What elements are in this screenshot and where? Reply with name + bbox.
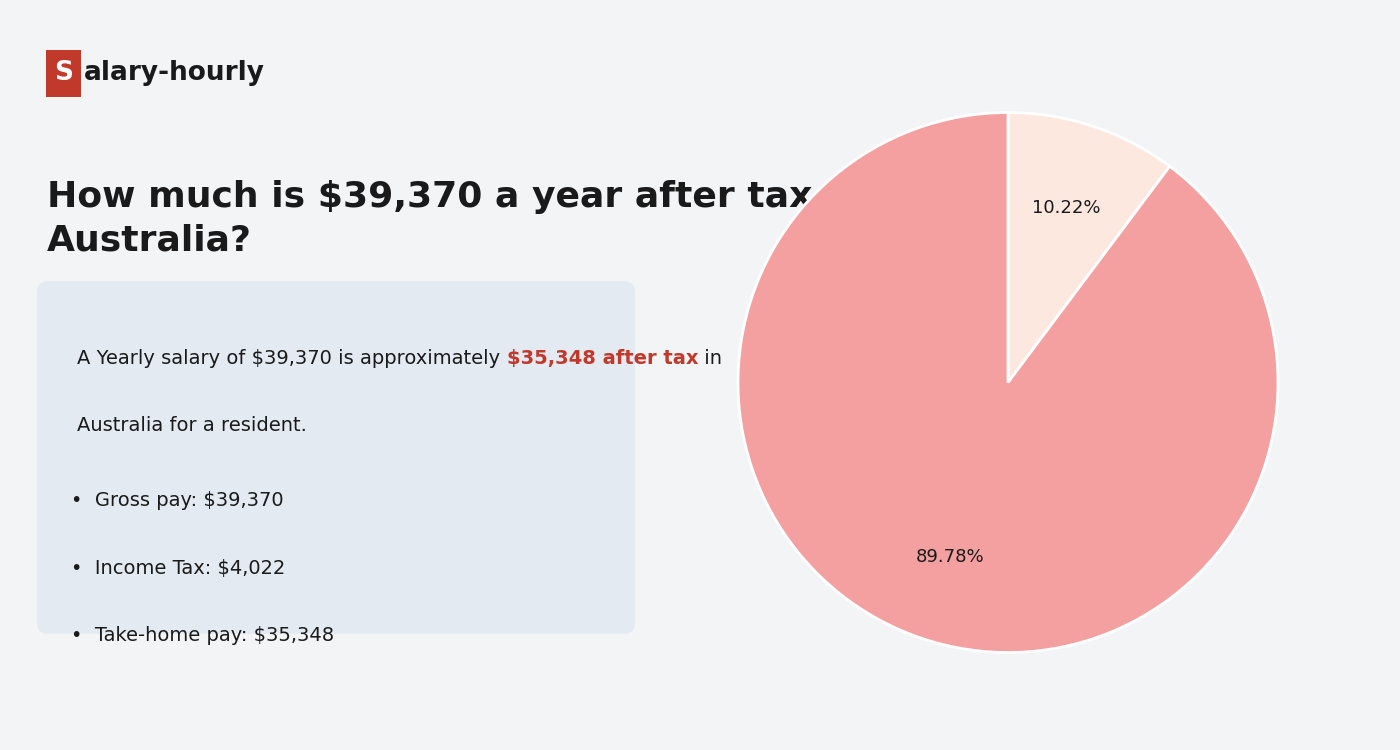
Text: •  Income Tax: $4,022: • Income Tax: $4,022: [70, 559, 286, 578]
Text: How much is $39,370 a year after tax in
Australia?: How much is $39,370 a year after tax in …: [48, 180, 864, 257]
Legend: Income Tax, Take-home Pay: Income Tax, Take-home Pay: [834, 0, 1182, 4]
Text: A Yearly salary of $39,370 is approximately: A Yearly salary of $39,370 is approximat…: [77, 349, 507, 368]
Text: in: in: [699, 349, 722, 368]
Text: Australia for a resident.: Australia for a resident.: [77, 416, 307, 435]
FancyBboxPatch shape: [46, 50, 81, 97]
Wedge shape: [738, 112, 1278, 652]
Text: 89.78%: 89.78%: [916, 548, 984, 566]
FancyBboxPatch shape: [36, 281, 636, 634]
Text: •  Take-home pay: $35,348: • Take-home pay: $35,348: [70, 626, 333, 645]
Text: •  Gross pay: $39,370: • Gross pay: $39,370: [70, 491, 283, 510]
Wedge shape: [1008, 112, 1170, 382]
Text: $35,348 after tax: $35,348 after tax: [507, 349, 699, 368]
Text: S: S: [53, 61, 73, 86]
Text: 10.22%: 10.22%: [1032, 200, 1100, 217]
Text: alary-hourly: alary-hourly: [84, 61, 265, 86]
